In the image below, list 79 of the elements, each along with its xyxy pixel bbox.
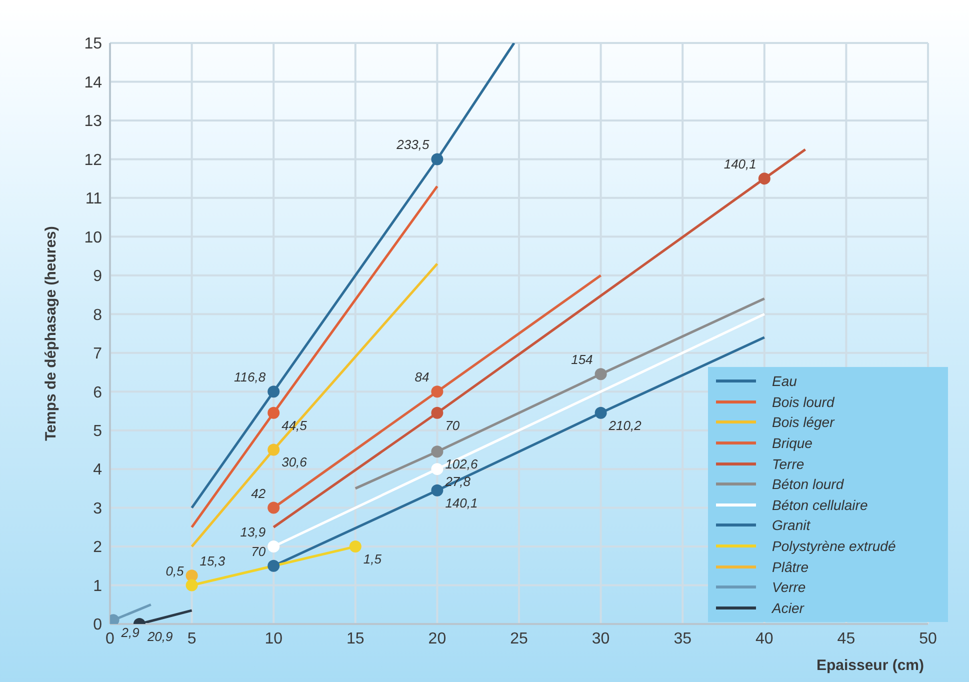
x-tick-label: 15 xyxy=(346,630,364,648)
y-tick-label: 11 xyxy=(85,190,102,208)
point xyxy=(268,502,280,514)
annotation: 70 xyxy=(251,544,266,559)
legend-label: Bois lourd xyxy=(772,394,834,410)
annotation: 233,5 xyxy=(396,137,430,152)
x-tick-label: 45 xyxy=(837,630,856,648)
point xyxy=(431,153,444,166)
point xyxy=(186,570,198,582)
x-tick-label: 40 xyxy=(756,630,774,648)
annotation: 210,2 xyxy=(608,418,642,433)
point xyxy=(268,540,280,553)
y-tick-label: 12 xyxy=(84,152,102,169)
annotation: 15,3 xyxy=(200,554,226,569)
legend-label: Béton lourd xyxy=(772,476,844,492)
y-tick-label: 1 xyxy=(93,578,102,595)
annotation: 70 xyxy=(445,418,460,433)
point xyxy=(758,172,770,185)
point xyxy=(349,540,362,553)
point xyxy=(268,406,280,419)
point xyxy=(594,406,607,419)
y-tick-label: 9 xyxy=(93,268,102,286)
annotation: 20,9 xyxy=(146,629,173,644)
point xyxy=(268,444,280,456)
x-tick-label: 0 xyxy=(106,630,115,648)
point xyxy=(268,560,280,572)
legend-label: Brique xyxy=(772,435,812,452)
annotation: 154 xyxy=(571,352,593,368)
annotation: 0,5 xyxy=(166,563,185,578)
legend-label: Terre xyxy=(772,456,804,472)
annotation: 13,9 xyxy=(240,524,266,540)
line-series xyxy=(190,43,516,510)
x-axis-title: Epaisseur (cm) xyxy=(816,657,924,674)
point xyxy=(431,386,444,398)
point xyxy=(431,446,444,458)
x-tick-label: 50 xyxy=(919,630,937,648)
point xyxy=(431,463,444,476)
line-series xyxy=(354,297,766,490)
x-tick-label: 30 xyxy=(592,630,610,648)
y-tick-label: 2 xyxy=(93,539,102,556)
annotation: 42 xyxy=(251,486,266,501)
annotation: 140,1 xyxy=(724,156,756,172)
x-tick-label: 35 xyxy=(674,630,692,648)
annotation: 1,5 xyxy=(363,552,382,567)
y-tick-label: 10 xyxy=(84,229,102,246)
x-tick-label: 5 xyxy=(187,630,196,648)
legend-label: Eau xyxy=(772,373,797,390)
legend-label: Bois léger xyxy=(772,414,834,430)
y-tick-label: 5 xyxy=(93,423,102,440)
point xyxy=(431,484,444,496)
legend-label: Acier xyxy=(772,600,804,616)
x-tick-label: 25 xyxy=(510,630,528,648)
x-tick-label: 10 xyxy=(264,630,283,648)
y-tick-label: 0 xyxy=(93,616,102,634)
legend-label: Granit xyxy=(772,517,810,534)
legend-label: Béton cellulaire xyxy=(772,496,868,513)
y-tick-label: 15 xyxy=(84,36,102,53)
legend-label: Polystyrène extrudé xyxy=(772,538,896,554)
y-tick-label: 3 xyxy=(93,500,102,518)
point xyxy=(431,406,444,419)
y-tick-label: 6 xyxy=(93,384,102,402)
y-tick-label: 7 xyxy=(93,346,102,363)
annotation: 84 xyxy=(414,370,430,385)
legend-label: Verre xyxy=(772,579,806,596)
annotation: 30,6 xyxy=(282,454,308,470)
point xyxy=(186,579,198,592)
point xyxy=(594,368,607,380)
annotation: 102,6 xyxy=(445,456,478,472)
annotation: 140,1 xyxy=(445,495,478,510)
y-tick-label: 8 xyxy=(93,306,102,324)
y-tick-label: 4 xyxy=(93,462,102,479)
y-tick-label: 14 xyxy=(84,74,102,92)
annotation: 2,9 xyxy=(120,625,140,640)
point xyxy=(268,386,280,398)
legend-label: Plâtre xyxy=(772,558,809,575)
annotation: 116,8 xyxy=(234,370,266,385)
y-axis-title: Temps de déphasage (heures) xyxy=(42,226,60,441)
y-tick-label: 13 xyxy=(84,113,102,130)
x-tick-label: 20 xyxy=(428,630,446,648)
